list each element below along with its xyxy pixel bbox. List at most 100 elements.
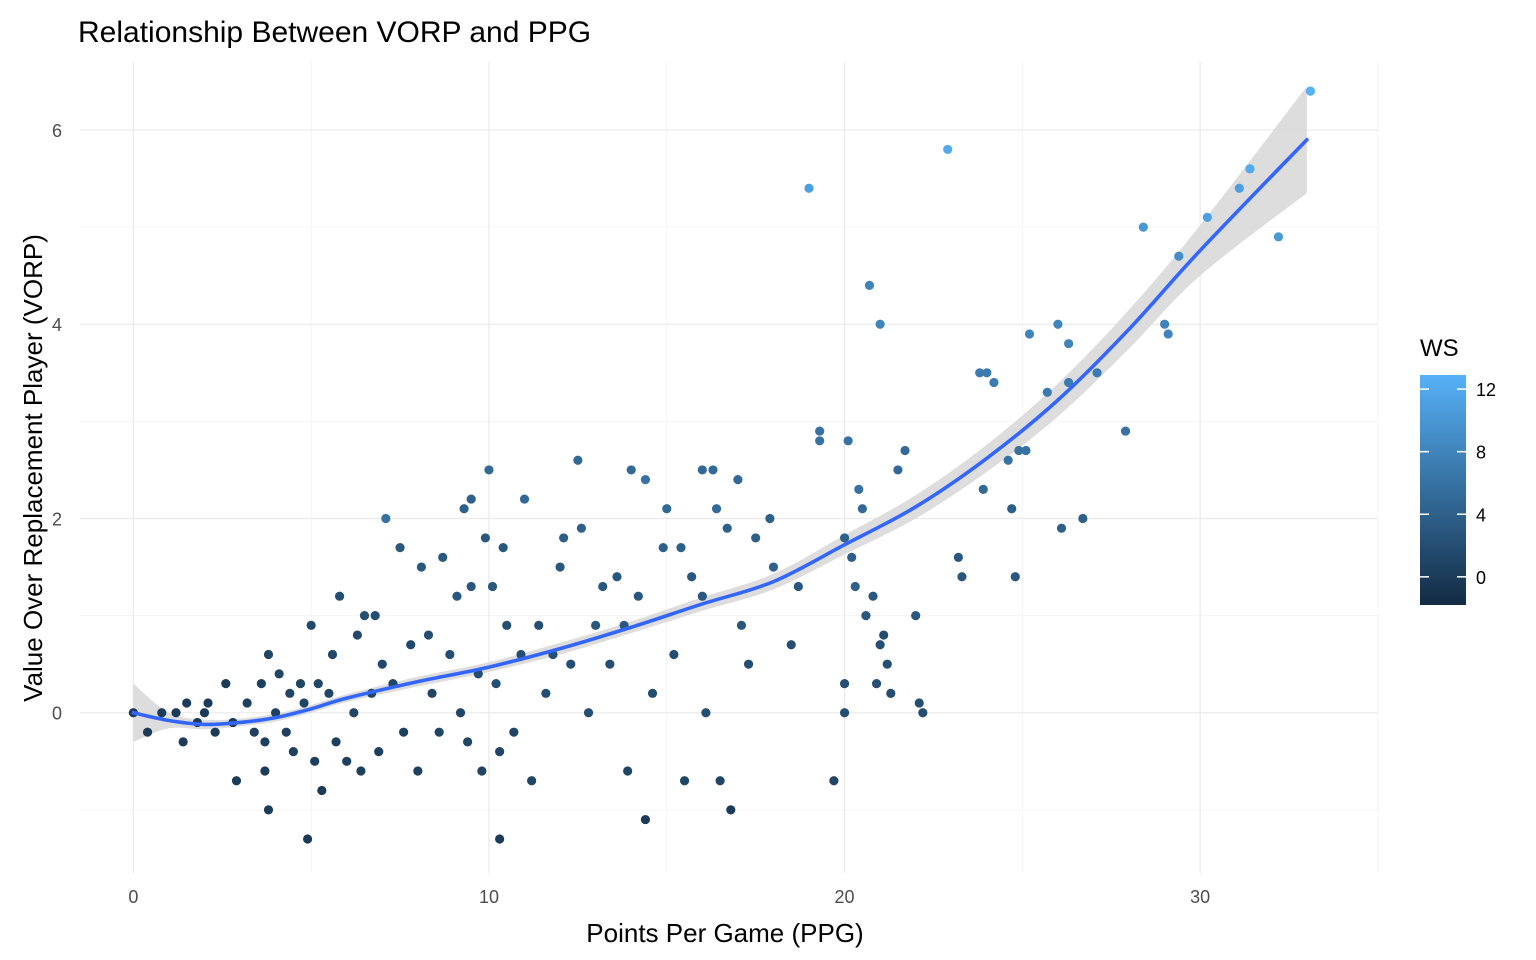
scatter-point — [455, 708, 466, 718]
scatter-point — [857, 504, 867, 514]
scatter-point — [850, 581, 860, 592]
scatter-point — [982, 368, 992, 378]
scatter-point — [559, 533, 569, 543]
scatter-point — [1234, 183, 1244, 193]
scatter-point — [274, 669, 284, 679]
legend-tick-label: 12 — [1476, 380, 1496, 400]
scatter-point — [566, 659, 576, 669]
x-tick-label: 0 — [128, 887, 138, 907]
scatter-point — [829, 776, 839, 786]
scatter-point — [847, 552, 857, 562]
scatter-point — [1056, 523, 1067, 533]
scatter-point — [310, 756, 320, 766]
scatter-point — [491, 679, 501, 689]
scatter-point — [854, 484, 864, 494]
y-axis-title: Value Over Replacement Player (VORP) — [18, 234, 48, 702]
scatter-point — [466, 581, 476, 592]
scatter-point — [210, 727, 220, 737]
legend-title: WS — [1420, 335, 1459, 362]
loess-fit-line — [131, 137, 1309, 727]
scatter-point — [416, 562, 426, 572]
scatter-point — [1163, 329, 1173, 339]
scatter-point — [463, 737, 473, 747]
scatter-point — [871, 679, 882, 689]
scatter-point — [591, 620, 601, 630]
scatter-point — [786, 640, 796, 650]
scatter-point — [295, 679, 306, 689]
scatter-point — [171, 708, 181, 718]
x-tick-label: 10 — [479, 887, 499, 907]
scatter-point — [943, 144, 953, 155]
scatter-point — [157, 708, 167, 718]
scatter-point — [882, 659, 892, 669]
scatter-point — [815, 436, 825, 446]
scatter-point — [342, 756, 352, 766]
scatter-point — [480, 533, 491, 543]
scatter-point — [1007, 504, 1017, 514]
scatter-point — [804, 183, 814, 193]
scatter-point — [669, 649, 679, 660]
scatter-point — [541, 688, 551, 698]
scatter-point — [519, 494, 530, 504]
scatter-point — [399, 727, 409, 737]
scatter-point — [299, 698, 309, 708]
scatter-point — [349, 708, 359, 718]
scatter-point — [288, 746, 298, 757]
scatter-point — [242, 698, 252, 708]
scatter-point — [975, 368, 985, 378]
scatter-point — [495, 834, 505, 844]
x-tick-label: 30 — [1190, 887, 1210, 907]
scatter-point — [502, 620, 512, 630]
scatter-point — [708, 465, 718, 475]
scatter-point — [1014, 445, 1024, 456]
scatter-point — [736, 620, 747, 630]
scatter-point — [1021, 445, 1031, 456]
scatter-point — [875, 640, 885, 650]
scatter-point — [751, 533, 761, 543]
scatter-point — [1003, 455, 1013, 465]
scatter-point — [484, 465, 494, 475]
scatter-point — [765, 513, 775, 524]
scatter-point — [868, 591, 878, 601]
legend-tick-label: 0 — [1476, 568, 1486, 588]
scatter-point — [918, 708, 928, 718]
scatter-point — [647, 688, 658, 698]
scatter-point — [555, 562, 565, 572]
scatter-point — [598, 581, 608, 592]
scatter-point — [711, 504, 722, 514]
scatter-point — [249, 727, 259, 737]
scatter-point — [743, 659, 754, 669]
scatter-point — [527, 776, 537, 786]
scatter-point — [733, 475, 743, 485]
scatter-point — [534, 620, 544, 630]
scatter-point — [697, 591, 707, 601]
scatter-point — [676, 543, 686, 553]
scatter-point — [352, 630, 362, 640]
scatter-point — [1245, 164, 1255, 174]
scatter-point — [626, 465, 636, 475]
scatter-point — [306, 620, 316, 630]
scatter-point — [498, 543, 508, 553]
scatter-point — [452, 591, 462, 601]
scatter-point — [203, 698, 213, 708]
scatter-point — [221, 679, 231, 689]
scatter-point — [487, 581, 498, 592]
scatter-point — [377, 659, 387, 669]
y-tick-label: 6 — [52, 121, 62, 141]
legend-tick-label: 8 — [1476, 443, 1486, 463]
scatter-point — [573, 455, 583, 465]
scatter-point — [178, 737, 188, 747]
scatter-point — [715, 776, 725, 786]
scatter-point — [263, 649, 274, 660]
scatter-point — [879, 630, 889, 640]
scatter-point — [633, 591, 643, 601]
scatter-point — [576, 523, 587, 533]
scatter-point — [1174, 251, 1184, 261]
scatter-point — [302, 834, 313, 844]
scatter-point — [1078, 513, 1088, 524]
scatter-point — [256, 679, 266, 689]
scatter-point — [914, 698, 924, 708]
scatter-point — [359, 611, 370, 621]
scatter-point — [839, 708, 850, 718]
scatter-point — [697, 465, 707, 475]
